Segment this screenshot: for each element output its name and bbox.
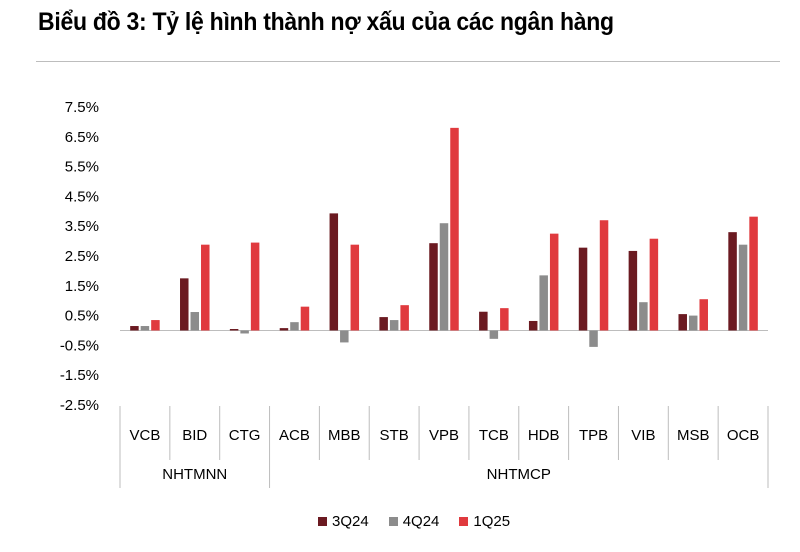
y-tick-label: 0.5% <box>65 308 99 325</box>
bar-3q24-ctg <box>229 329 239 331</box>
y-tick-label: 3.5% <box>65 218 99 235</box>
bar-1q25-stb <box>400 305 409 331</box>
x-tick-label-vpb: VPB <box>429 427 459 444</box>
bar-4q24-msb <box>688 315 698 331</box>
legend-swatch-3q24 <box>318 517 327 526</box>
bar-3q24-stb <box>379 317 388 331</box>
bar-4q24-tcb <box>489 330 499 339</box>
bar-4q24-mbb <box>340 330 349 343</box>
chart-title: Biểu đồ 3: Tỷ lệ hình thành nợ xấu của c… <box>38 8 614 36</box>
y-tick-label: 6.5% <box>65 129 99 146</box>
x-tick-label-mbb: MBB <box>328 427 361 444</box>
bar-1q25-bid <box>201 244 210 331</box>
bar-4q24-tpb <box>589 330 598 347</box>
bar-3q24-acb <box>279 328 289 331</box>
legend-label-1q25: 1Q25 <box>473 513 511 530</box>
bar-3q24-bid <box>180 278 189 331</box>
legend-label-3q24: 3Q24 <box>332 513 369 530</box>
legend-swatch-4q24 <box>388 517 398 526</box>
x-tick-label-bid: BID <box>182 427 207 444</box>
chart-legend: 3Q24 4Q24 1Q25 <box>318 513 510 530</box>
y-tick-label: 1.5% <box>65 278 99 295</box>
y-tick-label: -1.5% <box>60 367 99 384</box>
bar-1q25-tcb <box>500 308 509 331</box>
y-tick-label: 7.5% <box>65 99 99 116</box>
group-label-nhtmcp: NHTMCP <box>487 466 551 483</box>
bar-4q24-bid <box>190 312 200 331</box>
x-tick-label-tpb: TPB <box>579 427 608 444</box>
legend-item-4q24: 4Q24 <box>388 513 440 530</box>
x-tick-label-stb: STB <box>380 427 409 444</box>
group-label-nhtmnn: NHTMNN <box>162 466 227 483</box>
x-tick-label-hdb: HDB <box>528 427 560 444</box>
bar-1q25-vib <box>649 238 659 331</box>
bar-3q24-vpb <box>429 243 438 331</box>
bar-3q24-vcb <box>130 326 139 331</box>
bar-3q24-ocb <box>728 232 737 331</box>
bar-4q24-vcb <box>140 326 150 331</box>
bar-4q24-ctg <box>240 330 249 334</box>
bar-1q25-mbb <box>350 244 360 331</box>
bar-1q25-msb <box>699 299 708 331</box>
bar-1q25-acb <box>300 306 310 331</box>
y-tick-label: 4.5% <box>65 188 99 205</box>
title-divider <box>36 61 780 62</box>
x-tick-label-acb: ACB <box>279 427 310 444</box>
bar-4q24-acb <box>290 322 299 331</box>
bar-4q24-vpb <box>439 223 449 331</box>
x-tick-label-tcb: TCB <box>479 427 509 444</box>
bar-3q24-tcb <box>479 311 488 331</box>
bar-4q24-stb <box>389 320 399 331</box>
y-tick-label: 2.5% <box>65 248 99 265</box>
bar-1q25-vcb <box>151 320 160 331</box>
legend-item-3q24: 3Q24 <box>318 513 369 530</box>
legend-item-1q25: 1Q25 <box>459 513 510 530</box>
y-tick-label: -2.5% <box>60 397 99 414</box>
bar-3q24-mbb <box>329 213 339 331</box>
legend-label-4q24: 4Q24 <box>402 513 440 530</box>
x-tick-label-msb: MSB <box>677 427 710 444</box>
y-tick-label: -0.5% <box>60 337 99 354</box>
x-tick-label-vib: VIB <box>631 427 655 444</box>
x-tick-label-ctg: CTG <box>229 427 261 444</box>
bar-1q25-hdb <box>549 233 559 331</box>
x-tick-label-ocb: OCB <box>727 427 760 444</box>
bar-1q25-vpb <box>450 127 459 331</box>
bar-1q25-ocb <box>749 216 758 331</box>
legend-swatch-1q25 <box>459 517 469 526</box>
bar-3q24-tpb <box>578 247 588 331</box>
bar-1q25-tpb <box>599 220 609 331</box>
bar-3q24-hdb <box>528 320 538 331</box>
bar-1q25-ctg <box>250 242 260 331</box>
bar-3q24-msb <box>678 314 687 331</box>
bar-3q24-vib <box>628 250 638 331</box>
bar-4q24-ocb <box>738 244 748 331</box>
bar-4q24-hdb <box>539 275 548 331</box>
y-tick-label: 5.5% <box>65 159 99 176</box>
x-tick-label-vcb: VCB <box>130 427 161 444</box>
bar-4q24-vib <box>639 302 648 331</box>
